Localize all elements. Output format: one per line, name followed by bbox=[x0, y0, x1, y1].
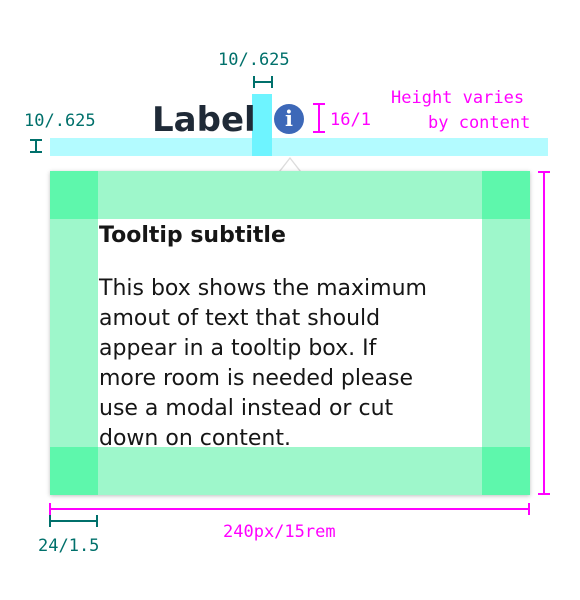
tooltip-body-line: This box shows the maximum bbox=[99, 276, 427, 301]
label-icon-gap bbox=[252, 94, 272, 156]
field-label: Label bbox=[152, 100, 256, 140]
tooltip-body-line: appear in a tooltip box. If bbox=[99, 336, 377, 361]
top-spacing-tick-right bbox=[271, 76, 273, 88]
width-tick-left bbox=[49, 503, 51, 515]
top-spacing-tick-left bbox=[253, 76, 255, 88]
tooltip-body-line: down on content. bbox=[99, 426, 291, 451]
left-spacing-annotation: 10/.625 bbox=[24, 111, 96, 131]
padding-corner-top-right bbox=[482, 171, 530, 219]
height-tick-top bbox=[538, 171, 550, 173]
padding-annotation: 24/1.5 bbox=[38, 536, 100, 556]
tooltip-caret bbox=[280, 159, 300, 172]
width-bar bbox=[50, 508, 530, 510]
height-tick-bottom bbox=[538, 493, 550, 495]
tooltip-subtitle: Tooltip subtitle bbox=[99, 223, 286, 248]
icon-size-tick-bottom bbox=[313, 131, 325, 133]
padding-corner-top-left bbox=[50, 171, 98, 219]
tooltip-content-area bbox=[98, 219, 482, 447]
icon-size-tick-top bbox=[313, 103, 325, 105]
left-spacing-tick-top bbox=[30, 139, 42, 141]
height-note-line2: by content bbox=[428, 113, 531, 133]
tooltip-body: This box shows the maximum amout of text… bbox=[99, 274, 489, 454]
padding-tick-left bbox=[49, 515, 51, 527]
height-bar bbox=[543, 172, 545, 495]
left-spacing-bar bbox=[35, 139, 37, 153]
padding-corner-bottom-left bbox=[50, 447, 98, 495]
top-spacing-annotation: 10/.625 bbox=[218, 50, 290, 70]
left-spacing-tick-bottom bbox=[30, 151, 42, 153]
padding-corner-bottom-right bbox=[482, 447, 530, 495]
tooltip-body-line: amout of text that should bbox=[99, 306, 381, 331]
label-spacing-strip bbox=[50, 138, 548, 156]
width-annotation: 240px/15rem bbox=[223, 522, 336, 542]
width-tick-right bbox=[528, 503, 530, 515]
tooltip-body-line: more room is needed please bbox=[99, 366, 414, 391]
icon-size-bar bbox=[318, 103, 320, 133]
tooltip-body-line: use a modal instead or cut bbox=[99, 396, 394, 421]
padding-tick-right bbox=[96, 515, 98, 527]
icon-size-annotation: 16/1 bbox=[330, 110, 371, 130]
top-spacing-bar bbox=[253, 81, 273, 83]
padding-bar bbox=[50, 520, 98, 522]
tooltip-box bbox=[50, 171, 530, 495]
info-icon[interactable]: i bbox=[274, 104, 304, 134]
height-note-line1: Height varies bbox=[391, 88, 525, 108]
